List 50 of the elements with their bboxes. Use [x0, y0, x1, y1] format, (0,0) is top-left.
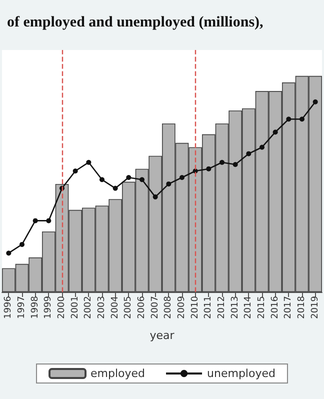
x-tick-label: 1999	[44, 296, 54, 319]
point	[20, 242, 24, 247]
x-tick-label: 1997	[17, 296, 27, 319]
point	[312, 99, 318, 104]
x-tick-label: 2008	[164, 296, 174, 319]
x-tick-label: 2002	[84, 296, 94, 319]
point	[232, 162, 238, 168]
point	[286, 116, 292, 122]
x-tick-label: 2019	[310, 296, 320, 319]
point	[300, 116, 304, 122]
point	[112, 186, 118, 191]
point	[6, 250, 12, 256]
point	[220, 160, 224, 165]
point	[272, 130, 278, 135]
x-tick-label: 2013	[230, 296, 240, 319]
x-tick-label: 2012	[217, 296, 227, 319]
x-tick-label: 2004	[110, 296, 120, 319]
x-tick-label: 2003	[97, 296, 107, 319]
point	[86, 160, 92, 165]
point	[126, 174, 132, 180]
point	[32, 218, 38, 224]
point	[180, 174, 184, 180]
point	[46, 218, 52, 224]
point	[260, 144, 264, 150]
point	[100, 177, 104, 182]
point	[140, 177, 144, 182]
x-tick-label: 2014	[244, 296, 254, 319]
point	[166, 181, 172, 186]
point	[152, 194, 158, 200]
x-tick-label: 2000	[57, 296, 67, 319]
x-tick-label: 2001	[70, 296, 80, 319]
x-tick-label: 2005	[124, 296, 134, 319]
x-tick-label: 1996	[4, 296, 14, 319]
x-tick-label: 2010	[190, 296, 200, 319]
x-tick-label: 2017	[284, 296, 294, 319]
x-tick-label: 1998	[30, 296, 40, 319]
x-axis-title: year	[150, 329, 175, 342]
x-tick-label: 2015	[257, 296, 267, 319]
x-tick-label: 2009	[177, 296, 187, 319]
legend-label: unemployed	[207, 367, 276, 380]
point	[246, 151, 252, 156]
legend-label: employed	[90, 367, 146, 380]
x-tick-label: 2007	[150, 296, 160, 319]
x-tick-label: 2006	[137, 296, 147, 319]
point	[206, 166, 212, 172]
x-tick-label: 2016	[270, 296, 280, 319]
x-tick-label: 2011	[204, 296, 214, 319]
point	[72, 168, 78, 174]
chart-title: of employed and unemployed (millions),	[7, 14, 264, 30]
x-tick-label: 2018	[297, 296, 307, 319]
